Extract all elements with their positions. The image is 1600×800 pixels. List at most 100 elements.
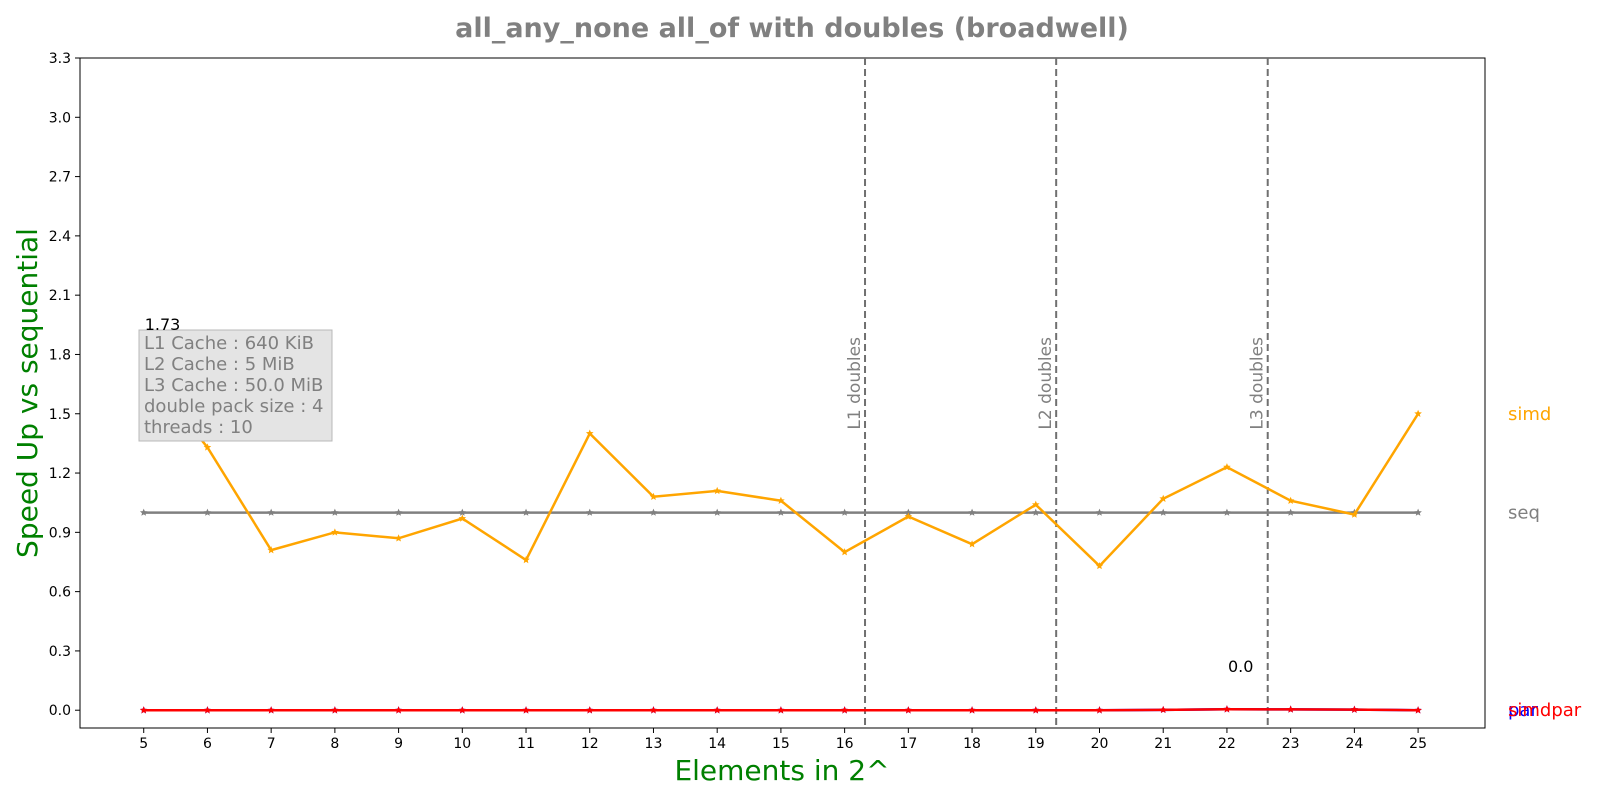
x-tick-label: 5 — [139, 736, 148, 752]
data-point-simd — [1414, 409, 1422, 417]
data-point-seq — [331, 508, 339, 516]
data-point-simdpar — [777, 706, 785, 714]
data-point-seq — [1286, 508, 1295, 516]
data-point-simd — [331, 528, 339, 536]
x-tick-label: 23 — [1282, 736, 1300, 752]
data-point-seq — [904, 508, 913, 516]
data-point-simdpar — [394, 706, 403, 714]
data-point-simd — [267, 546, 275, 554]
data-point-simdpar — [585, 706, 594, 714]
data-point-simdpar — [1223, 705, 1231, 713]
data-point-simdpar — [968, 706, 976, 714]
data-point-simd — [777, 496, 785, 504]
data-point-simdpar — [840, 706, 849, 714]
info-line: threads : 10 — [144, 417, 253, 438]
x-tick-label: 22 — [1218, 736, 1236, 752]
data-point-seq — [585, 508, 594, 516]
data-point-seq — [267, 508, 275, 516]
y-tick-label: 2.1 — [49, 288, 71, 304]
chart-title: all_any_none all_of with doubles (broadw… — [455, 13, 1129, 44]
data-point-simd — [840, 548, 849, 556]
data-point-seq — [203, 508, 212, 516]
plot-frame — [79, 57, 1486, 729]
data-point-simd — [458, 514, 467, 522]
data-point-simdpar — [522, 706, 530, 714]
data-point-simdpar — [139, 706, 148, 714]
x-tick-label: 9 — [394, 736, 403, 752]
y-tick-label: 3.3 — [49, 51, 71, 67]
data-point-simdpar — [649, 706, 658, 714]
data-point-simdpar — [904, 706, 913, 714]
data-point-simd — [649, 492, 658, 500]
series-lines — [139, 364, 1422, 714]
info-box-bg — [138, 329, 333, 442]
data-point-simdpar — [1031, 706, 1040, 714]
y-tick-label: 0.3 — [49, 644, 71, 660]
y-axis-label: Speed Up vs sequential — [11, 228, 44, 558]
data-point-simdpar — [203, 706, 212, 714]
data-point-simd — [203, 443, 212, 451]
x-tick-label: 12 — [581, 736, 599, 752]
data-point-seq — [777, 508, 785, 516]
data-point-simd — [1350, 510, 1359, 518]
data-point-seq — [1095, 508, 1104, 516]
x-tick-label: 14 — [708, 736, 726, 752]
y-tick-label: 2.4 — [49, 229, 71, 245]
data-point-seq — [1414, 508, 1422, 516]
data-point-seq — [1223, 508, 1231, 516]
cache-lines: L1 doubles L2 doubles L3 doubles — [845, 58, 1269, 728]
y-tick-label: 0.9 — [49, 525, 71, 541]
data-point-seq — [1159, 508, 1168, 516]
data-point-simd — [1159, 494, 1168, 502]
x-tick-label: 11 — [517, 736, 535, 752]
y-tick-label: 1.2 — [49, 466, 71, 482]
y-tick-label: 3.0 — [49, 110, 71, 126]
x-tick-label: 24 — [1345, 736, 1363, 752]
x-tick-label: 15 — [772, 736, 790, 752]
data-annotation: 1.73 — [145, 315, 181, 334]
info-line: double pack size : 4 — [144, 396, 323, 417]
data-point-simd — [1095, 561, 1104, 570]
data-point-simd — [1286, 496, 1295, 504]
data-point-simd — [394, 534, 403, 542]
data-point-simdpar — [331, 706, 339, 714]
data-point-seq — [1031, 508, 1040, 516]
data-point-seq — [394, 508, 403, 516]
data-point-seq — [649, 508, 658, 516]
y-tick-label: 1.8 — [49, 347, 71, 363]
data-point-simd — [522, 556, 530, 564]
x-tick-label: 7 — [267, 736, 276, 752]
x-tick-label: 8 — [330, 736, 339, 752]
x-tick-label: 16 — [836, 736, 854, 752]
data-point-simdpar — [267, 706, 275, 714]
x-axis-label: Elements in 2^ — [674, 754, 889, 787]
x-tick-label: 20 — [1091, 736, 1109, 752]
x-axis: 5 6 7 8 9 10 11 12 13 14 15 16 17 18 19 20 21 22 23 24 25 — [139, 728, 1427, 752]
data-point-simd — [968, 540, 976, 548]
data-point-simd — [904, 512, 913, 520]
y-tick-label: 2.7 — [49, 170, 71, 186]
legend-seq: seq — [1508, 503, 1540, 524]
x-tick-label: 6 — [203, 736, 212, 752]
data-point-simdpar — [1159, 705, 1168, 714]
x-tick-label: 21 — [1154, 736, 1172, 752]
legend-simdpar: simdpar — [1508, 700, 1582, 721]
cache-line-label: L3 doubles — [1248, 337, 1268, 430]
legend-par: par — [1508, 700, 1538, 721]
series-simdpar — [139, 705, 1422, 714]
x-tick-label: 10 — [453, 736, 471, 752]
data-point-seq — [139, 508, 148, 516]
data-annotation: 0.0 — [1228, 657, 1253, 676]
data-point-seq — [458, 508, 467, 516]
x-tick-label: 25 — [1409, 736, 1427, 752]
data-point-simdpar — [713, 706, 721, 714]
data-point-simd — [713, 486, 721, 495]
data-point-seq — [840, 508, 849, 516]
cache-line-label: L2 doubles — [1036, 337, 1056, 430]
y-tick-label: 0.0 — [49, 703, 71, 719]
data-point-simd — [1031, 500, 1040, 508]
data-point-simdpar — [1286, 705, 1295, 713]
